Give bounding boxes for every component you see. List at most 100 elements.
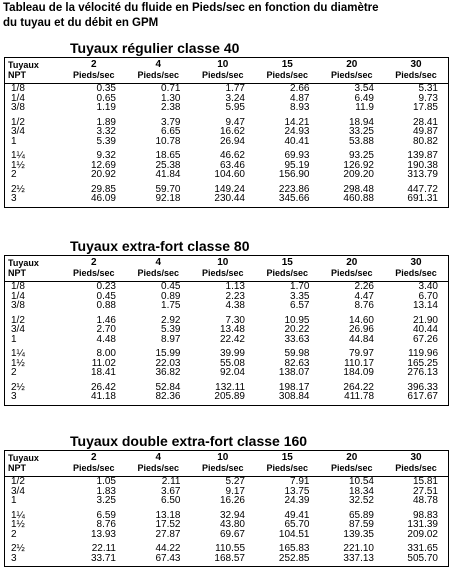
- velocity-cell: 4.48: [96, 333, 116, 345]
- velocity-cell: 22.11: [91, 543, 116, 554]
- velocity-table: Tuyaux NPT 2 Pieds/sec 4 Pieds/sec 10 Pieds/sec…: [4, 255, 449, 406]
- velocity-cell: 6.49: [354, 92, 374, 104]
- header-row: Tuyaux NPT 2 Pieds/sec 4 Pieds/sec 10 Pieds/sec…: [4, 255, 449, 282]
- velocity-cell: 92.04: [219, 367, 245, 378]
- velocity-cell: 15.99: [155, 348, 181, 359]
- header-row: Tuyaux NPT 2 Pieds/sec 4 Pieds/sec 10 Pieds/sec…: [4, 57, 449, 84]
- velocity-cell: 20.22: [284, 324, 310, 335]
- velocity-cell: 82.63: [284, 357, 310, 369]
- pipe-size-cell: 2: [11, 528, 17, 540]
- table-row: 1/4 0.45 0.89 2.23 3.35 4.47 6.70: [5, 290, 449, 302]
- flow-column-header: 15 Pieds/sec: [255, 57, 320, 84]
- velocity-cell: 59.98: [284, 348, 310, 359]
- velocity-table: Tuyaux NPT 2 Pieds/sec 4 Pieds/sec 10 Pieds/sec…: [4, 57, 449, 208]
- velocity-cell: 29.85: [90, 183, 116, 195]
- velocity-cell: 13.93: [90, 528, 116, 540]
- pipe-header-line-2: NPT: [8, 70, 26, 80]
- unit-label: Pieds/sec: [330, 268, 373, 278]
- velocity-cell: 9.17: [225, 485, 245, 497]
- velocity-cell: 11.9: [355, 102, 374, 113]
- flow-column-header: 30 Pieds/sec: [384, 57, 449, 84]
- velocity-cell: 221.10: [343, 543, 374, 554]
- velocity-cell: 149.24: [214, 183, 245, 195]
- velocity-cell: 345.66: [278, 193, 310, 204]
- flow-column-header: 20 Pieds/sec: [319, 57, 384, 84]
- pipe-size-cell: 1/4: [11, 290, 25, 302]
- velocity-cell: 3.40: [418, 281, 438, 292]
- flow-column-header: 15 Pieds/sec: [255, 450, 320, 477]
- unit-label: Pieds/sec: [72, 70, 115, 80]
- flow-value: 15: [281, 257, 293, 268]
- velocity-cell: 17.85: [412, 102, 438, 113]
- velocity-cell: 4.87: [290, 92, 310, 104]
- velocity-cell: 92.18: [155, 193, 181, 204]
- pipe-size-cell: 1: [11, 135, 17, 147]
- flow-column-header: 4 Pieds/sec: [126, 57, 191, 84]
- flow-value: 4: [155, 257, 162, 268]
- velocity-cell: 2.23: [225, 290, 245, 302]
- pipe-header-line-1: Tuyaux: [8, 453, 39, 463]
- velocity-cell: 26.42: [90, 381, 116, 393]
- velocity-cell: 15.81: [412, 476, 438, 487]
- velocity-cell: 49.41: [284, 509, 310, 521]
- flow-value: 4: [155, 59, 162, 70]
- velocity-cell: 308.84: [278, 391, 310, 402]
- pipe-header-line-2: NPT: [8, 463, 26, 473]
- velocity-cell: 10.54: [348, 476, 374, 487]
- flow-column-header: 30 Pieds/sec: [384, 255, 449, 282]
- velocity-cell: 168.57: [214, 552, 245, 564]
- velocity-cell: 3.24: [225, 92, 245, 104]
- velocity-cell: 298.48: [343, 183, 374, 195]
- velocity-cell: 8.97: [161, 333, 181, 345]
- velocity-cell: 44.22: [155, 543, 181, 554]
- velocity-cell: 119.96: [408, 348, 438, 359]
- unit-label: Pieds/sec: [330, 70, 373, 80]
- velocity-cell: 21.90: [412, 314, 438, 326]
- velocity-cell: 6.59: [96, 509, 116, 521]
- pipe-size-cell: 3/4: [11, 324, 25, 335]
- section-class-160: Tuyaux double extra-fort classe 160 Tuyau…: [4, 433, 449, 567]
- page-title-line-1: Tableau de la vélocité du fluide en Pied…: [3, 2, 379, 14]
- velocity-cell: 18.65: [155, 150, 181, 161]
- velocity-cell: 138.07: [278, 367, 310, 378]
- table-row: 1/2 1.05 2.11 5.27 7.91 10.54 15.81: [5, 477, 449, 487]
- velocity-cell: 43.80: [219, 519, 245, 530]
- flow-value: 2: [90, 257, 97, 268]
- velocity-table: Tuyaux NPT 2 Pieds/sec 4 Pieds/sec 10 Pieds/sec…: [4, 450, 449, 567]
- pipe-size-cell: 2½: [11, 381, 25, 393]
- velocity-cell: 139.35: [343, 528, 374, 540]
- velocity-cell: 3.54: [354, 83, 374, 94]
- pipe-size-cell: 3: [11, 552, 17, 564]
- flow-value: 15: [281, 452, 293, 463]
- pipe-column-header: Tuyaux NPT: [4, 450, 62, 477]
- unit-label: Pieds/sec: [137, 463, 180, 473]
- flow-value: 30: [410, 257, 422, 268]
- velocity-cell: 36.82: [155, 367, 181, 378]
- table-row: 1½ 12.69 25.38 63.46 95.19 126.92 190.38: [5, 160, 449, 171]
- pipe-size-cell: 2: [11, 169, 17, 180]
- unit-label: Pieds/sec: [201, 463, 244, 473]
- velocity-cell: 264.22: [343, 381, 374, 393]
- table-row: 1¼ 6.59 13.18 32.94 49.41 65.89 98.83: [5, 506, 449, 521]
- velocity-cell: 1.46: [96, 314, 116, 326]
- velocity-cell: 1.83: [96, 485, 116, 497]
- velocity-cell: 209.20: [343, 169, 374, 180]
- flow-value: 4: [155, 452, 162, 463]
- table-row: 3/4 1.83 3.67 9.17 13.75 18.34 27.51: [5, 485, 449, 497]
- table-row: 2½ 26.42 52.84 132.11 198.17 264.22 396.33: [5, 378, 449, 393]
- velocity-cell: 20.92: [90, 169, 116, 180]
- unit-label: Pieds/sec: [201, 268, 244, 278]
- flow-value: 30: [410, 59, 422, 70]
- velocity-cell: 7.30: [225, 314, 245, 326]
- flow-column-header: 10 Pieds/sec: [190, 255, 255, 282]
- velocity-cell: 4.38: [225, 300, 245, 311]
- velocity-cell: 7.91: [290, 476, 310, 487]
- table-row: 1½ 11.02 22.03 55.08 82.63 110.17 165.25: [5, 357, 449, 369]
- velocity-cell: 3.35: [290, 290, 310, 302]
- velocity-cell: 32.94: [219, 509, 245, 521]
- velocity-cell: 32.52: [348, 495, 374, 506]
- flow-value: 10: [217, 59, 229, 70]
- unit-label: Pieds/sec: [395, 70, 437, 80]
- velocity-cell: 0.45: [161, 281, 181, 292]
- velocity-cell: 223.86: [278, 183, 310, 195]
